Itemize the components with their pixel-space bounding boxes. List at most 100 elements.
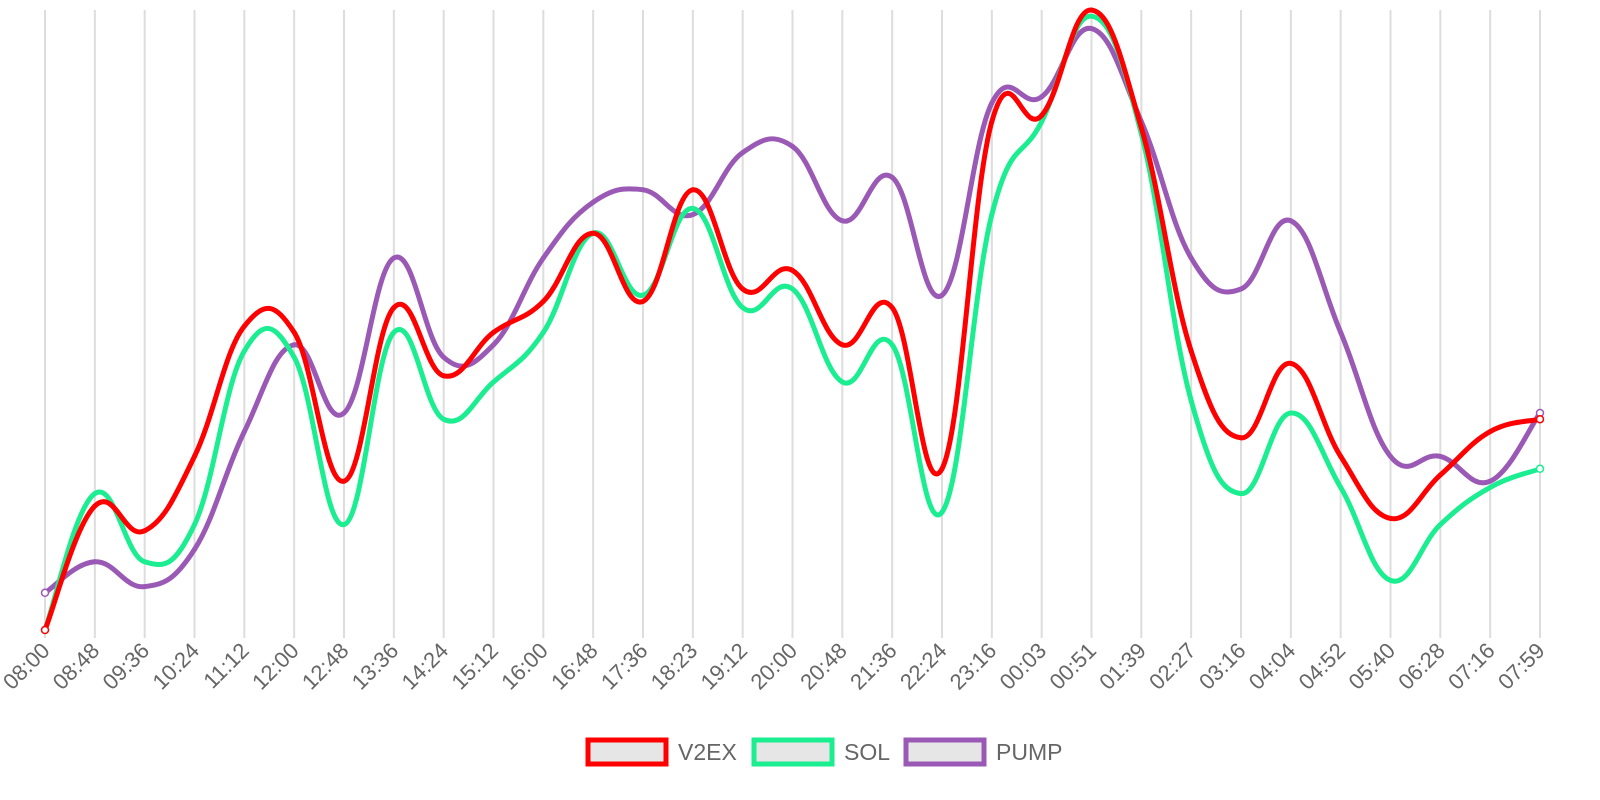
data-point-sol[interactable] (441, 416, 447, 422)
data-point-v2ex[interactable] (839, 342, 845, 348)
data-point-sol[interactable] (142, 559, 148, 565)
data-point-sol[interactable] (1238, 491, 1244, 497)
data-point-pump[interactable] (839, 218, 845, 224)
x-tick-label: 15:12 (446, 638, 503, 695)
data-point-v2ex[interactable] (391, 305, 397, 311)
data-point-pump[interactable] (491, 342, 496, 348)
data-point-sol[interactable] (291, 354, 297, 360)
data-point-sol[interactable] (1188, 398, 1194, 404)
data-point-v2ex[interactable] (690, 187, 696, 193)
data-point-pump[interactable] (1388, 453, 1393, 459)
data-point-v2ex[interactable] (192, 453, 197, 459)
data-point-sol[interactable] (690, 205, 696, 211)
x-tick-label: 11:12 (198, 638, 253, 693)
data-point-sol[interactable] (1388, 577, 1393, 583)
data-point-sol[interactable] (989, 212, 995, 218)
data-point-v2ex[interactable] (1535, 414, 1545, 424)
data-point-v2ex[interactable] (590, 230, 596, 236)
data-point-sol[interactable] (92, 491, 98, 497)
data-point-sol[interactable] (391, 329, 397, 335)
data-point-pump[interactable] (989, 100, 995, 106)
data-point-pump[interactable] (790, 143, 795, 149)
data-point-pump[interactable] (640, 187, 646, 193)
data-point-pump[interactable] (40, 588, 50, 598)
data-point-v2ex[interactable] (889, 305, 895, 311)
data-point-pump[interactable] (192, 546, 197, 552)
legend-item-pump[interactable]: PUMP (903, 737, 1062, 767)
data-point-sol[interactable] (740, 305, 746, 311)
data-point-v2ex[interactable] (142, 528, 148, 534)
data-point-sol[interactable] (192, 522, 197, 528)
data-point-v2ex[interactable] (1188, 348, 1194, 354)
data-point-sol[interactable] (540, 329, 546, 335)
data-point-v2ex[interactable] (1039, 112, 1045, 118)
data-point-sol[interactable] (491, 379, 496, 385)
data-point-v2ex[interactable] (1138, 125, 1144, 131)
data-point-v2ex[interactable] (1487, 429, 1493, 435)
data-point-v2ex[interactable] (939, 466, 945, 472)
data-point-pump[interactable] (1238, 286, 1244, 292)
data-point-sol[interactable] (1487, 484, 1493, 490)
x-tick-label: 02:27 (1144, 638, 1201, 695)
data-point-pump[interactable] (1089, 26, 1094, 32)
x-tick-label: 22:24 (895, 638, 952, 695)
data-point-pump[interactable] (1288, 218, 1294, 224)
data-point-pump[interactable] (92, 559, 98, 565)
data-point-sol[interactable] (1535, 464, 1545, 474)
legend-swatch-sol (751, 737, 835, 767)
data-point-v2ex[interactable] (241, 323, 247, 329)
data-point-v2ex[interactable] (640, 298, 646, 304)
x-tick-label: 20:00 (745, 638, 802, 695)
data-point-sol[interactable] (241, 348, 247, 354)
data-point-sol[interactable] (939, 509, 945, 515)
data-point-v2ex[interactable] (491, 329, 496, 335)
data-point-v2ex[interactable] (1238, 435, 1244, 441)
data-point-pump[interactable] (341, 410, 347, 416)
data-point-pump[interactable] (540, 255, 546, 261)
data-point-v2ex[interactable] (1089, 7, 1094, 13)
data-point-sol[interactable] (1089, 13, 1094, 19)
data-point-v2ex[interactable] (790, 267, 795, 273)
data-point-v2ex[interactable] (441, 373, 447, 379)
data-point-pump[interactable] (740, 150, 746, 156)
data-point-sol[interactable] (790, 286, 795, 292)
data-point-pump[interactable] (241, 429, 247, 435)
data-point-sol[interactable] (640, 292, 646, 298)
data-point-pump[interactable] (1188, 255, 1194, 261)
data-point-pump[interactable] (1437, 453, 1443, 459)
x-tick-label: 04:52 (1294, 638, 1351, 695)
data-point-sol[interactable] (1437, 522, 1443, 528)
data-point-sol[interactable] (1039, 119, 1045, 125)
data-point-pump[interactable] (939, 292, 945, 298)
data-point-sol[interactable] (839, 379, 845, 385)
data-point-v2ex[interactable] (989, 119, 995, 125)
data-point-pump[interactable] (889, 174, 895, 180)
data-point-pump[interactable] (142, 584, 148, 590)
legend-item-v2ex[interactable]: V2EX (585, 737, 737, 767)
data-point-v2ex[interactable] (740, 286, 746, 292)
data-point-v2ex[interactable] (540, 298, 546, 304)
data-point-v2ex[interactable] (341, 478, 347, 484)
data-point-v2ex[interactable] (92, 503, 98, 509)
data-point-pump[interactable] (391, 255, 397, 261)
data-point-v2ex[interactable] (1388, 515, 1393, 521)
data-point-sol[interactable] (341, 522, 347, 528)
data-point-v2ex[interactable] (291, 329, 297, 335)
data-point-sol[interactable] (889, 342, 895, 348)
data-point-v2ex[interactable] (40, 625, 50, 635)
legend-item-sol[interactable]: SOL (751, 737, 890, 767)
data-point-v2ex[interactable] (1338, 453, 1344, 459)
data-point-pump[interactable] (1487, 478, 1493, 484)
data-point-sol[interactable] (1338, 484, 1344, 490)
data-point-v2ex[interactable] (1288, 360, 1294, 366)
x-tick-label: 19:12 (696, 638, 753, 695)
data-point-pump[interactable] (291, 342, 297, 348)
data-point-pump[interactable] (1338, 329, 1344, 335)
data-point-pump[interactable] (1039, 94, 1045, 100)
data-point-pump[interactable] (690, 212, 696, 218)
data-point-v2ex[interactable] (1437, 472, 1443, 478)
data-point-pump[interactable] (590, 199, 596, 205)
data-point-sol[interactable] (1288, 410, 1294, 416)
data-point-pump[interactable] (441, 354, 447, 360)
